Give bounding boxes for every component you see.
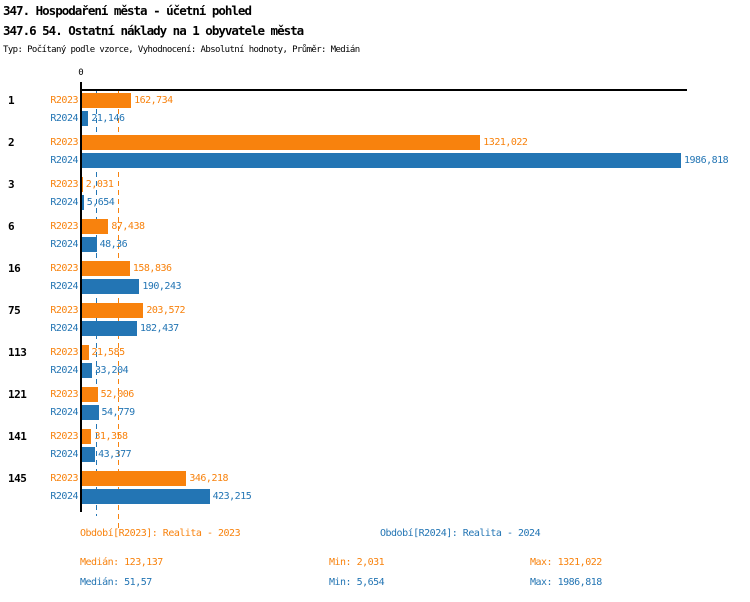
category-label: 113: [8, 346, 27, 359]
bar-value-r2024: 182,437: [140, 323, 179, 334]
bar-r2024: [82, 237, 97, 252]
category-label: 3: [8, 178, 15, 191]
bar-r2023: [82, 387, 98, 402]
bar-value-r2023: 87,438: [111, 221, 145, 232]
stat-min-r2023: Min: 2,031: [329, 557, 385, 568]
category-label: 2: [8, 136, 15, 149]
x-axis-zero-label: 0: [78, 68, 84, 78]
category-label: 6: [8, 220, 15, 233]
bar-value-r2024: 423,215: [212, 491, 252, 502]
report-meta-line: Typ: Počítaný podle vzorce, Vyhodnocení:…: [3, 45, 360, 55]
bar-value-r2024: 54,779: [101, 407, 136, 418]
series-label-r2023: R2023: [50, 389, 78, 400]
series-label-r2023: R2023: [50, 347, 78, 358]
series-label-r2024: R2024: [50, 155, 78, 166]
series-label-r2024: R2024: [50, 323, 78, 334]
series-label-r2023: R2023: [50, 473, 78, 484]
report-subtitle-indicator: 347.6 54. Ostatní náklady na 1 obyvatele…: [3, 23, 304, 38]
series-label-r2023: R2023: [50, 263, 78, 274]
legend-r2024: Období[R2024]: Realita - 2024: [380, 528, 541, 539]
category-label: 121: [8, 388, 27, 401]
bar-r2024: [82, 489, 210, 504]
bar-r2023: [82, 261, 130, 276]
report-title: 347. Hospodaření města - účetní pohled: [3, 3, 252, 18]
series-label-r2024: R2024: [50, 281, 78, 292]
bar-r2023: [82, 303, 144, 318]
bar-value-r2024: 48,36: [99, 239, 128, 250]
series-label-r2023: R2023: [50, 179, 78, 190]
series-label-r2024: R2024: [50, 113, 78, 124]
stat-median-r2023: Medián: 123,137: [80, 557, 163, 568]
bar-r2024: [82, 111, 89, 126]
category-label: 145: [8, 472, 27, 485]
bar-value-r2024: 5,654: [86, 197, 115, 208]
bar-value-r2023: 203,572: [146, 305, 186, 316]
bar-r2024: [82, 363, 92, 378]
legend-r2023: Období[R2023]: Realita - 2023: [80, 528, 241, 539]
bar-value-r2023: 162,734: [134, 95, 173, 106]
stat-median-r2024: Medián: 51,57: [80, 577, 152, 588]
bar-value-r2023: 158,836: [132, 263, 172, 274]
bar-r2023: [82, 93, 132, 108]
bar-value-r2023: 1321,022: [483, 137, 528, 148]
bar-value-r2023: 52,006: [100, 389, 135, 400]
series-label-r2024: R2024: [50, 407, 78, 418]
bar-r2023: [82, 345, 89, 360]
bar-r2023: [82, 135, 481, 150]
bar-r2023: [82, 429, 92, 444]
series-label-r2024: R2024: [50, 491, 78, 502]
bar-value-r2024: 43,377: [98, 449, 132, 460]
series-label-r2023: R2023: [50, 431, 78, 442]
bar-r2024: [82, 447, 96, 462]
bar-value-r2023: 2,031: [85, 179, 114, 190]
series-label-r2024: R2024: [50, 239, 78, 250]
bar-r2024: [82, 279, 140, 294]
bar-value-r2024: 1986,818: [684, 155, 729, 166]
bar-r2023: [82, 177, 83, 192]
category-label: 75: [8, 304, 21, 317]
bar-r2024: [82, 405, 99, 420]
series-label-r2023: R2023: [50, 221, 78, 232]
bar-r2024: [82, 321, 137, 336]
series-label-r2024: R2024: [50, 449, 78, 460]
bar-r2023: [82, 219, 109, 234]
category-label: 1: [8, 94, 15, 107]
category-label: 16: [8, 262, 21, 275]
bar-value-r2023: 21,585: [91, 347, 126, 358]
bar-r2024: [82, 153, 682, 168]
series-label-r2023: R2023: [50, 305, 78, 316]
bar-value-r2024: 33,204: [95, 365, 129, 376]
stat-max-r2023: Max: 1321,022: [530, 557, 602, 568]
x-axis-line: [80, 89, 687, 91]
bar-value-r2024: 190,243: [142, 281, 181, 292]
category-label: 141: [8, 430, 27, 443]
stat-max-r2024: Max: 1986,818: [530, 577, 602, 588]
stat-min-r2024: Min: 5,654: [329, 577, 385, 588]
series-label-r2023: R2023: [50, 137, 78, 148]
y-axis-line: [80, 82, 82, 512]
bar-r2024: [82, 195, 84, 210]
series-label-r2024: R2024: [50, 197, 78, 208]
bar-value-r2024: 21,146: [91, 113, 125, 124]
bar-value-r2023: 346,218: [189, 473, 229, 484]
series-label-r2024: R2024: [50, 365, 78, 376]
bar-r2023: [82, 471, 187, 486]
series-label-r2023: R2023: [50, 95, 78, 106]
bar-value-r2023: 31,358: [94, 431, 128, 442]
